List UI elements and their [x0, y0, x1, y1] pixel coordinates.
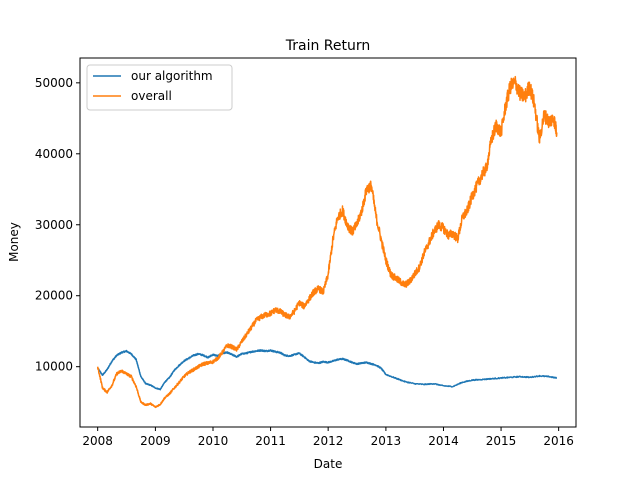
y-tick-label-0: 10000 — [35, 360, 73, 374]
y-tick-label-2: 30000 — [35, 218, 73, 232]
x-tick-label-0: 2008 — [82, 434, 113, 448]
chart-title: Train Return — [285, 38, 371, 54]
legend-label-0: our algorithm — [131, 69, 213, 83]
x-tick-label-1: 2009 — [140, 434, 171, 448]
y-tick-label-4: 50000 — [35, 76, 73, 90]
x-tick-label-4: 2012 — [313, 434, 344, 448]
x-axis: 2008 2009 2010 2011 2012 2013 2014 2015 2016 — [82, 427, 574, 448]
plot-lines — [96, 75, 558, 409]
y-tick-label-3: 40000 — [35, 147, 73, 161]
y-tick-label-1: 20000 — [35, 289, 73, 303]
x-tick-label-7: 2015 — [486, 434, 517, 448]
x-tick-label-3: 2011 — [255, 434, 286, 448]
series-line-0 — [97, 349, 558, 391]
legend-box — [86, 64, 233, 111]
y-axis: 10000 20000 30000 40000 50000 — [35, 76, 80, 374]
x-tick-label-5: 2013 — [371, 434, 402, 448]
x-axis-label: Date — [314, 457, 343, 471]
legend-label-1: overall — [131, 89, 172, 103]
legend: our algorithm overall — [86, 64, 233, 111]
y-axis-label: Money — [7, 222, 21, 262]
x-tick-label-2: 2010 — [198, 434, 229, 448]
x-tick-label-6: 2014 — [428, 434, 459, 448]
x-tick-label-8: 2016 — [543, 434, 574, 448]
series-line-1 — [96, 75, 558, 409]
